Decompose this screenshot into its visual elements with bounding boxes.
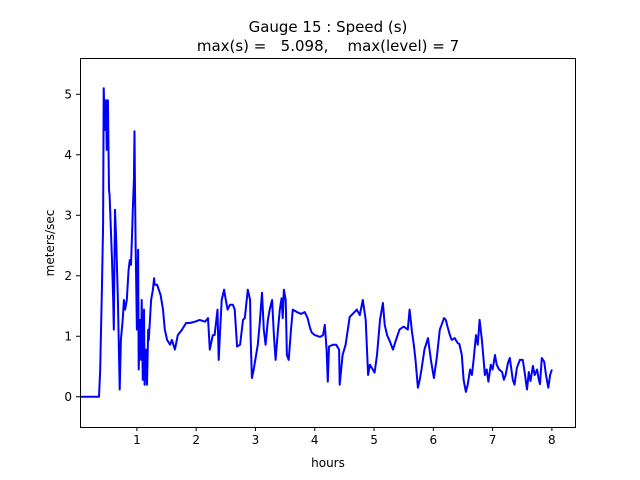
series-line-speed — [80, 87, 553, 398]
y-tick-label: 0 — [64, 390, 72, 404]
y-tick-label: 5 — [64, 87, 72, 101]
chart-subtitle: max(s) = 5.098, max(level) = 7 — [197, 37, 459, 55]
y-axis-label: meters/sec — [43, 210, 57, 277]
y-tick-label: 2 — [64, 269, 72, 283]
x-tick-label: 2 — [192, 433, 200, 447]
x-tick-label: 3 — [252, 433, 260, 447]
x-axis-label: hours — [311, 456, 345, 470]
x-tick-label: 8 — [548, 433, 556, 447]
plot-area — [80, 87, 553, 398]
x-tick-label: 7 — [489, 433, 497, 447]
x-tick-label: 5 — [370, 433, 378, 447]
chart-title: Gauge 15 : Speed (s) — [249, 18, 408, 36]
axes-frame — [80, 58, 576, 428]
x-tick-label: 1 — [133, 433, 141, 447]
y-axis: 0 1 2 3 4 5 — [64, 87, 80, 404]
x-tick-label: 4 — [311, 433, 319, 447]
y-tick-label: 1 — [64, 329, 72, 343]
y-tick-label: 3 — [64, 208, 72, 222]
y-tick-label: 4 — [64, 148, 72, 162]
x-tick-label: 6 — [429, 433, 437, 447]
